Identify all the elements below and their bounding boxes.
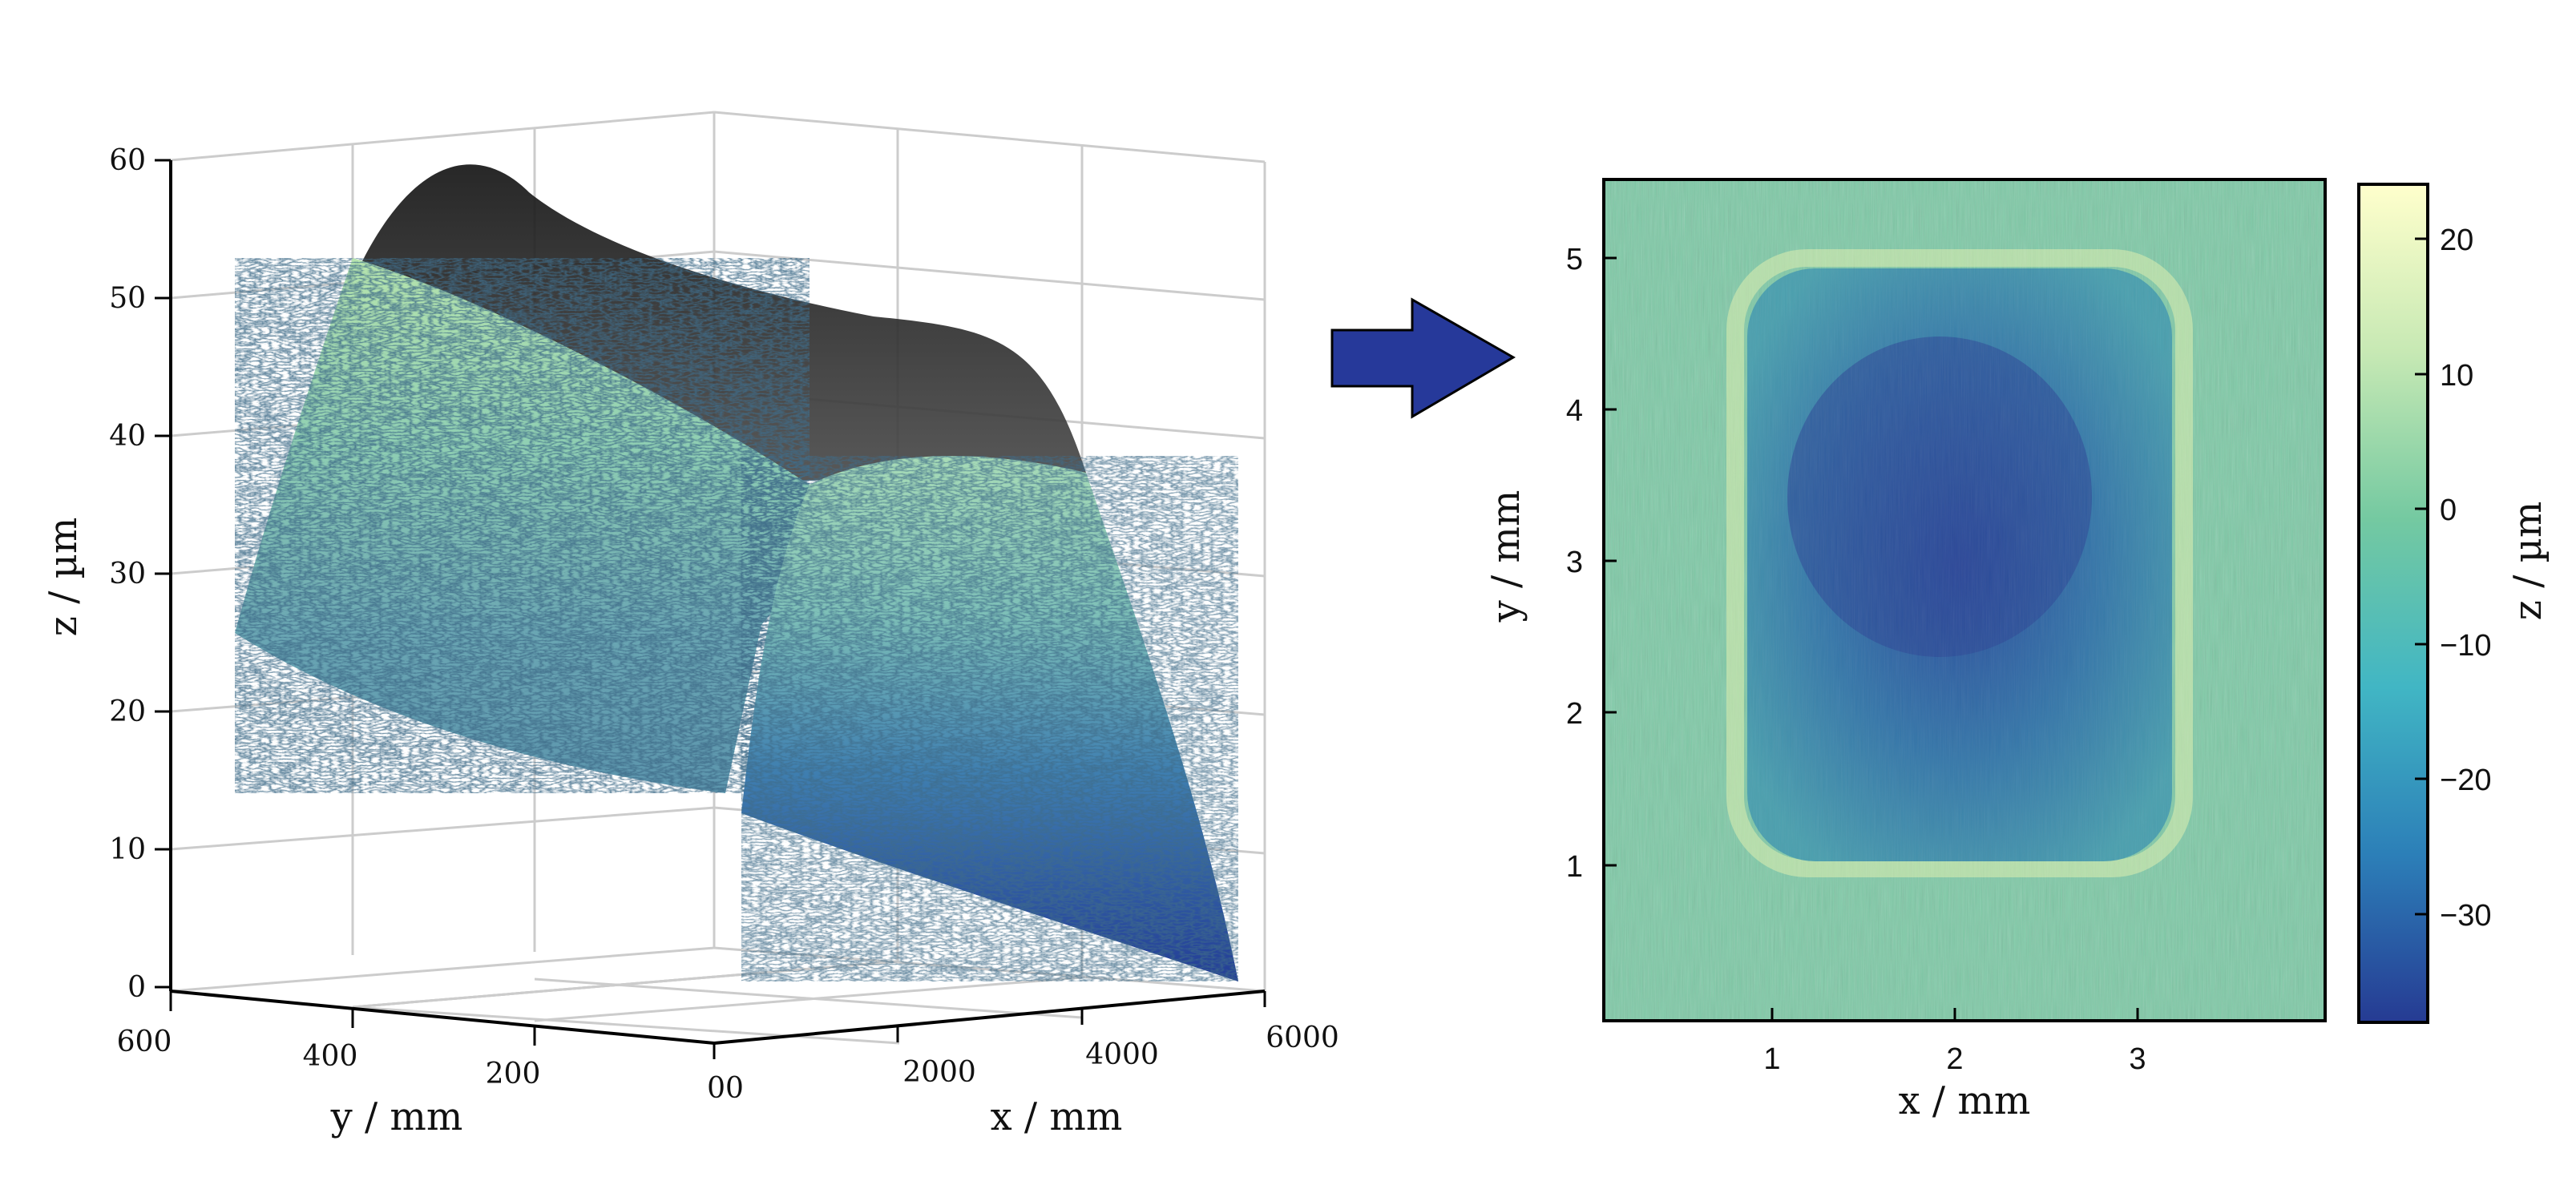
colorbar-tick: 0 (2415, 494, 2457, 527)
heatmap-plot: 1 2 3 x / mm 1 2 3 4 5 y / mm 20 10 0 −1… (1484, 178, 2550, 1123)
colorbar-ticks: 20 10 0 −10 −20 −30 (2415, 224, 2491, 933)
z-axis-ticks: 60 50 40 30 20 10 0 (109, 144, 171, 1004)
heatmap-y-tick: 5 (1566, 243, 1617, 276)
transition-arrow-icon (1330, 297, 1516, 419)
y-tick-label: 200 (486, 1058, 541, 1090)
z-tick-label: 0 (127, 971, 146, 1004)
colorbar-tick: 10 (2415, 359, 2473, 393)
heatmap-y-tick-label: 1 (1566, 850, 1583, 884)
colorbar (2357, 183, 2429, 1024)
surface-3d-plot: 60 50 40 30 20 10 0 z / µm 600 400 200 y… (41, 111, 1339, 1139)
x-tick-label: 2000 (902, 1056, 976, 1089)
x-axis-label: x / mm (991, 1094, 1123, 1139)
colorbar-tick: 20 (2415, 224, 2473, 257)
heatmap-x-tick: 2 (1946, 1008, 1964, 1076)
z-tick-label: 40 (109, 420, 146, 453)
heatmap-x-tick-label: 2 (1946, 1042, 1963, 1076)
heatmap-y-tick-label: 2 (1566, 697, 1583, 731)
colorbar-tick: −20 (2415, 764, 2491, 797)
heatmap-y-axis-label: y / mm (1484, 490, 1528, 623)
x-tick-label: 00 (707, 1072, 744, 1105)
y-tick-label: 600 (117, 1026, 172, 1058)
heatmap-x-ticks: 1 2 3 (1763, 1008, 2146, 1076)
z-tick-label: 20 (109, 695, 146, 728)
heatmap-y-tick-label: 5 (1566, 243, 1583, 276)
x-tick-label: 6000 (1266, 1022, 1339, 1054)
heatmap-x-tick: 3 (2129, 1008, 2146, 1076)
heatmap-y-tick: 1 (1566, 850, 1617, 884)
z-tick: 10 (109, 833, 171, 866)
heatmap-y-tick-label: 4 (1566, 394, 1583, 428)
y-tick-label: 400 (303, 1040, 358, 1073)
z-tick-label: 50 (109, 282, 146, 315)
heatmap-y-tick-label: 3 (1566, 546, 1583, 579)
z-tick: 40 (109, 420, 171, 453)
colorbar-tick: −30 (2415, 899, 2491, 933)
z-tick: 0 (127, 971, 171, 1004)
y-tick: 200 (486, 1026, 541, 1090)
z-tick: 60 (109, 144, 171, 177)
colorbar-tick: −10 (2415, 629, 2491, 663)
z-tick: 20 (109, 695, 171, 728)
heatmap-x-tick-label: 3 (2129, 1042, 2146, 1076)
arrow-shape (1330, 297, 1516, 419)
colorbar-tick-label: −10 (2440, 629, 2491, 663)
colorbar-tick-label: 20 (2440, 224, 2473, 257)
colorbar-tick-label: 10 (2440, 359, 2473, 393)
heatmap-x-tick: 1 (1763, 1008, 1781, 1076)
z-tick-label: 10 (109, 833, 146, 866)
z-tick-label: 60 (109, 144, 146, 177)
heatmap-x-tick-label: 1 (1763, 1042, 1780, 1076)
colorbar-tick-label: 0 (2440, 494, 2457, 527)
colorbar-label: z / µm (2505, 502, 2550, 621)
z-tick: 50 (109, 282, 171, 315)
colorbar-tick-label: −20 (2440, 764, 2491, 797)
heatmap-x-axis-label: x / mm (1899, 1078, 2031, 1123)
heatmap-y-tick: 4 (1566, 394, 1617, 428)
y-tick: 600 (117, 991, 172, 1058)
y-tick: 400 (303, 1008, 358, 1073)
x-tick: 6000 (1263, 991, 1339, 1054)
x-tick: 00 (707, 1043, 744, 1105)
z-tick: 30 (109, 558, 171, 590)
colorbar-tick-label: −30 (2440, 899, 2491, 933)
heatmap-y-tick: 2 (1566, 697, 1617, 731)
heatmap-frame (1602, 178, 2327, 1022)
z-tick-label: 30 (109, 558, 146, 590)
z-axis-label: z / µm (41, 518, 86, 637)
heatmap-y-tick: 3 (1566, 546, 1617, 579)
y-axis-label: y / mm (330, 1094, 463, 1139)
y-axis-ticks: 600 400 200 (117, 991, 541, 1090)
heatmap-y-ticks: 1 2 3 4 5 (1566, 243, 1617, 884)
x-tick-label: 4000 (1085, 1038, 1159, 1071)
x-tick: 2000 (896, 1026, 976, 1089)
x-axis-ticks: 00 2000 4000 6000 (707, 991, 1339, 1105)
x-tick: 4000 (1080, 1009, 1159, 1071)
